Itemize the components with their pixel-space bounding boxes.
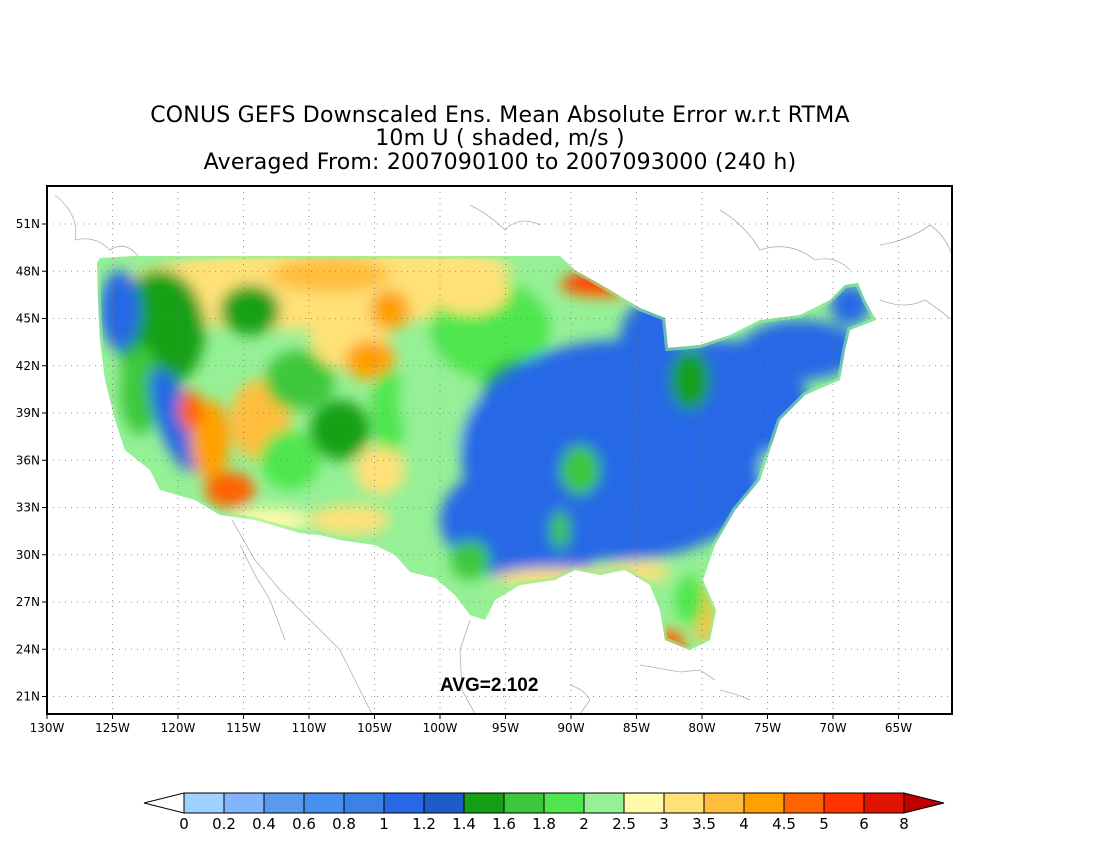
colorbar-box [423,792,465,814]
lat-axis: 51N 48N 45N 42N 39N 36N 33N 30N 27N 24N 21N [16,217,47,704]
lat-tick-label: 51N [16,217,40,231]
colorbar-box [263,792,305,814]
lat-tick-label: 36N [16,453,40,467]
colorbar-over-triangle [903,792,945,814]
lon-tick-label: 85W [623,721,650,735]
average-label: AVG=2.102 [440,675,539,696]
colorbar-label: 0.2 [212,815,236,833]
lon-tick-label: 110W [292,721,327,735]
lon-tick-label: 125W [95,721,130,735]
graticule [47,186,952,714]
colorbar-box [863,792,905,814]
colorbar-label: 1.6 [492,815,516,833]
lat-tick-label: 45N [16,312,40,326]
colorbar-label: 8 [899,815,909,833]
colorbar-box [303,792,345,814]
lon-tick-label: 115W [226,721,261,735]
map-frame [46,185,953,715]
lon-tick-label: 65W [885,721,912,735]
colorbar-label: 2 [579,815,589,833]
lon-tick-label: 105W [357,721,392,735]
lon-tick-label: 75W [754,721,781,735]
colorbar-label: 0.8 [332,815,356,833]
lat-tick-label: 30N [16,548,40,562]
colorbar-box [223,792,265,814]
lon-tick-label: 120W [161,721,196,735]
lon-tick-label: 130W [30,721,65,735]
mae-shaded-field [97,256,876,650]
lon-tick-label: 80W [688,721,715,735]
lon-tick-label: 70W [819,721,846,735]
lat-tick-label: 39N [16,406,40,420]
colorbar-under-triangle [143,792,185,814]
colorbar-label: 1.2 [412,815,436,833]
colorbar-label: 0.4 [252,815,276,833]
lon-axis: 130W 125W 120W 115W 110W 105W 100W 95W 90W 85W 80W… [30,714,912,735]
lat-tick-label: 42N [16,359,40,373]
lon-tick-label: 90W [557,721,584,735]
map-title-line2: 10m U ( shaded, m/s ) [375,126,625,151]
colorbar-label: 2.5 [612,815,636,833]
colorbar-box [343,792,385,814]
lon-tick-label: 100W [423,721,458,735]
colorbar-label: 1.8 [532,815,556,833]
colorbar-box [623,792,665,814]
lat-tick-label: 27N [16,595,40,609]
colorbar-box [703,792,745,814]
colorbar-box [663,792,705,814]
colorbar-label: 3.5 [692,815,716,833]
colorbar-box [543,792,585,814]
colorbar-box [743,792,785,814]
lat-tick-label: 24N [16,642,40,656]
colorbar-box [823,792,865,814]
lat-tick-label: 33N [16,501,40,515]
colorbar-label: 5 [819,815,829,833]
colorbar-box [183,792,225,814]
lon-tick-label: 95W [492,721,519,735]
coastline-outlines [54,194,952,714]
colorbar-label: 3 [659,815,669,833]
colorbar [143,792,945,814]
colorbar-label: 1.4 [452,815,476,833]
colorbar-label: 0.6 [292,815,316,833]
colorbar-box [503,792,545,814]
colorbar-label: 0 [179,815,189,833]
colorbar-label: 4 [739,815,749,833]
colorbar-box [383,792,425,814]
lat-tick-label: 21N [16,690,40,704]
colorbar-box [463,792,505,814]
map-title-line3: Averaged From: 2007090100 to 2007093000 … [203,150,797,175]
colorbar-label: 4.5 [772,815,796,833]
colorbar-label: 1 [379,815,389,833]
map-title-line1: CONUS GEFS Downscaled Ens. Mean Absolute… [150,103,850,128]
colorbar-box [583,792,625,814]
lat-tick-label: 48N [16,264,40,278]
colorbar-label: 6 [859,815,869,833]
colorbar-box [783,792,825,814]
